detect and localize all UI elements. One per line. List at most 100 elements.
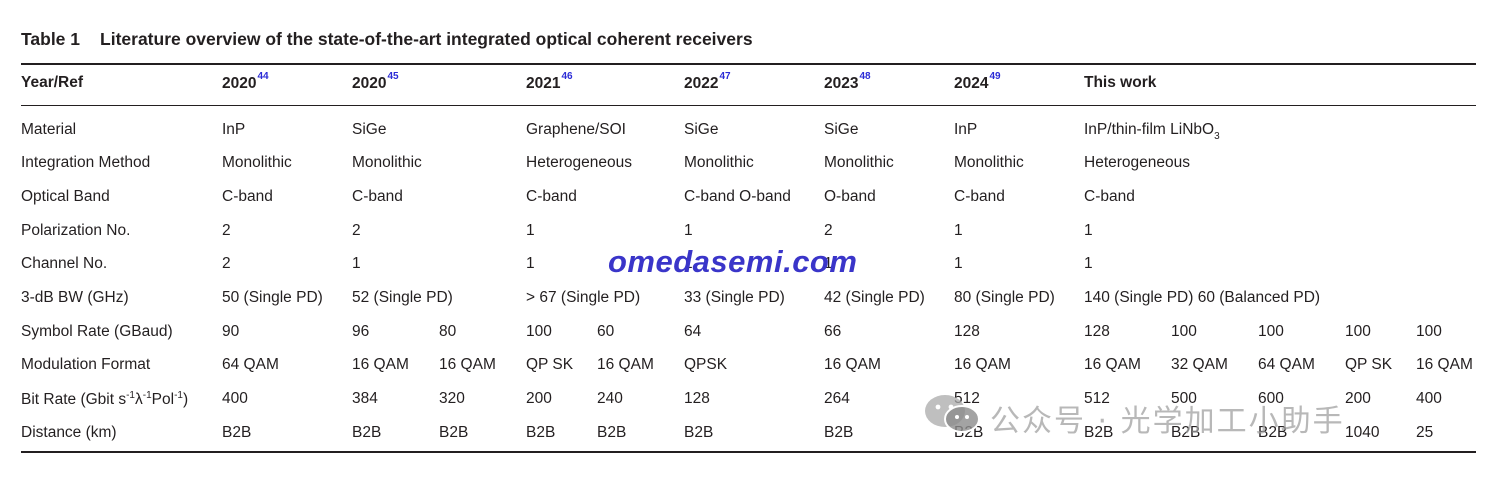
table-cell: 264 — [824, 390, 850, 407]
table-cell: QP SK — [1345, 356, 1393, 373]
reference-link: 49 — [989, 71, 1001, 82]
label-text: Optical Band — [21, 188, 110, 205]
table-cell: 1 — [684, 222, 693, 239]
table-cell: 320 — [439, 390, 465, 407]
table-cell: InP/thin-film LiNbO3 — [1084, 121, 1220, 142]
table-cell: InP — [954, 121, 978, 138]
table-cell: 16 QAM — [1084, 356, 1141, 373]
table-cell: B2B — [352, 424, 382, 441]
table-cell: 140 (Single PD) 60 (Balanced PD) — [1084, 289, 1321, 306]
table-cell: 64 — [684, 323, 702, 340]
table-cell: QP SK — [526, 356, 574, 373]
table-cell: Heterogeneous — [1084, 154, 1190, 171]
table-cell: 52 (Single PD) — [352, 289, 453, 306]
label-text: Modulation Format — [21, 356, 151, 373]
table-cell: QPSK — [684, 356, 728, 373]
table-cell: 500 — [1171, 390, 1197, 407]
table-cell: 2 — [824, 222, 833, 239]
wechat-icon — [925, 395, 980, 433]
table-cell: 90 — [222, 323, 240, 340]
table-cell: C-band — [222, 188, 273, 205]
table-cell: 200 — [526, 390, 552, 407]
label-text: Symbol Rate (GBaud) — [21, 323, 173, 340]
reference-link: 44 — [257, 71, 269, 82]
table-cell: C-band — [1084, 188, 1135, 205]
table-cell: 60 — [597, 323, 615, 340]
header-label: 2021 — [526, 75, 561, 93]
label-text: Material — [21, 121, 77, 138]
table-cell: 600 — [1258, 390, 1284, 407]
table-cell: 16 QAM — [352, 356, 409, 373]
table-cell: > 67 (Single PD) — [526, 289, 641, 306]
label-text: Bit Rate (Gbit s — [21, 391, 127, 409]
label-text: Pol — [151, 391, 175, 409]
header-cell: 202045 — [352, 71, 399, 93]
header-label: This work — [1084, 74, 1157, 91]
table-cell: 384 — [352, 390, 378, 407]
table-bottom-rule — [21, 451, 1476, 453]
table-cell: 96 — [352, 323, 370, 340]
table-cell: 1 — [954, 222, 963, 239]
table-cell: 80 (Single PD) — [954, 289, 1055, 306]
label-text: 3-dB BW (GHz) — [21, 289, 129, 306]
header-label: 2022 — [684, 75, 719, 93]
table-cell: B2B — [222, 424, 252, 441]
reference-link: 46 — [561, 71, 573, 82]
table-cell: SiGe — [352, 121, 387, 138]
table-cell: 32 QAM — [1171, 356, 1228, 373]
row-label: Channel No. — [21, 255, 107, 273]
reference-link: 47 — [719, 71, 731, 82]
table-cell: 2 — [222, 222, 231, 239]
header-cell: Year/Ref — [21, 74, 83, 92]
table-cell: 400 — [1416, 390, 1442, 407]
table-cell: 80 — [439, 323, 457, 340]
table-cell: 25 — [1416, 424, 1434, 441]
table-cell: B2B — [439, 424, 469, 441]
superscript: -1 — [142, 390, 152, 401]
label-text: Channel No. — [21, 255, 108, 272]
row-label: Polarization No. — [21, 222, 130, 240]
table-cell: 128 — [954, 323, 980, 340]
table-title: Literature overview of the state-of-the-… — [100, 29, 753, 49]
table-cell: 64 QAM — [1258, 356, 1315, 373]
header-cell: 202044 — [222, 71, 269, 93]
table-cell: 2 — [352, 222, 361, 239]
header-label: 2023 — [824, 75, 859, 93]
table-cell: SiGe — [684, 121, 719, 138]
label-text: Polarization No. — [21, 222, 131, 239]
table-cell: 512 — [1084, 390, 1110, 407]
table-cell: C-band — [954, 188, 1005, 205]
row-label: Modulation Format — [21, 356, 150, 374]
table-cell: 100 — [1171, 323, 1197, 340]
watermark-site: omedasemi.com — [608, 244, 858, 279]
table-cell: 33 (Single PD) — [684, 289, 785, 306]
row-label: Optical Band — [21, 188, 110, 206]
header-label: 2020 — [222, 75, 257, 93]
table-cell: 200 — [1345, 390, 1371, 407]
table-cell: B2B — [597, 424, 627, 441]
table-cell: 1 — [684, 255, 693, 272]
table-cell: C-band — [526, 188, 577, 205]
table-cell: B2B — [1171, 424, 1201, 441]
table-cell: B2B — [1258, 424, 1288, 441]
table-cell: 16 QAM — [954, 356, 1011, 373]
row-label: Symbol Rate (GBaud) — [21, 323, 173, 341]
table-cell: 128 — [1084, 323, 1110, 340]
table-cell: Monolithic — [352, 154, 422, 171]
table-label: Table 1 — [21, 29, 81, 49]
header-label: Year/Ref — [21, 74, 84, 91]
table-cell: 128 — [684, 390, 710, 407]
table-cell: Monolithic — [824, 154, 894, 171]
table-cell: SiGe — [824, 121, 859, 138]
table-cell: 16 QAM — [1416, 356, 1473, 373]
table-cell: 100 — [526, 323, 552, 340]
table-cell: Graphene/SOI — [526, 121, 626, 138]
label-text: Distance (km) — [21, 424, 117, 441]
header-cell: 202449 — [954, 71, 1001, 93]
header-cell: 202146 — [526, 71, 573, 93]
table-cell: Monolithic — [954, 154, 1024, 171]
row-label: Material — [21, 121, 76, 139]
table-cell: 16 QAM — [824, 356, 881, 373]
label-text: λ — [135, 391, 143, 409]
header-label: 2020 — [352, 75, 387, 93]
